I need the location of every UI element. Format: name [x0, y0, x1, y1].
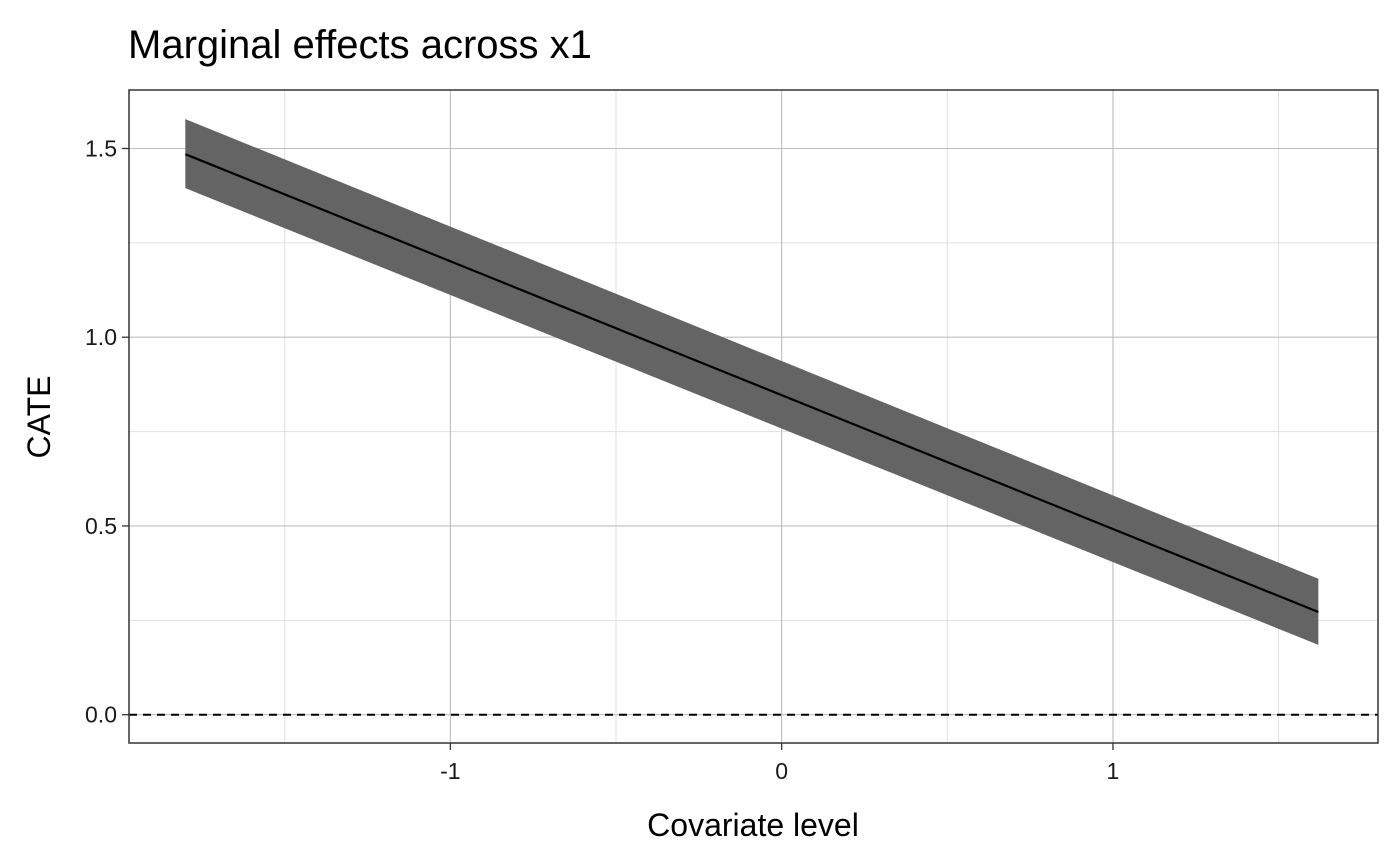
chart-title: Marginal effects across x1 [128, 23, 592, 67]
x-axis-title: Covariate level [647, 807, 859, 843]
x-tick-label: 0 [775, 758, 788, 784]
x-axis: -1 0 1 [440, 743, 1119, 784]
y-axis: 0.0 0.5 1.0 1.5 [85, 136, 129, 728]
y-tick-label: 0.5 [85, 513, 117, 539]
y-tick-label: 1.0 [85, 324, 117, 350]
x-tick-label: -1 [440, 758, 460, 784]
y-tick-label: 1.5 [85, 136, 117, 162]
panel-border [128, 89, 1379, 744]
y-tick-label: 0.0 [85, 702, 117, 728]
x-tick-label: 1 [1107, 758, 1120, 784]
y-axis-title: CATE [21, 376, 57, 459]
cate-line [184, 153, 1319, 614]
